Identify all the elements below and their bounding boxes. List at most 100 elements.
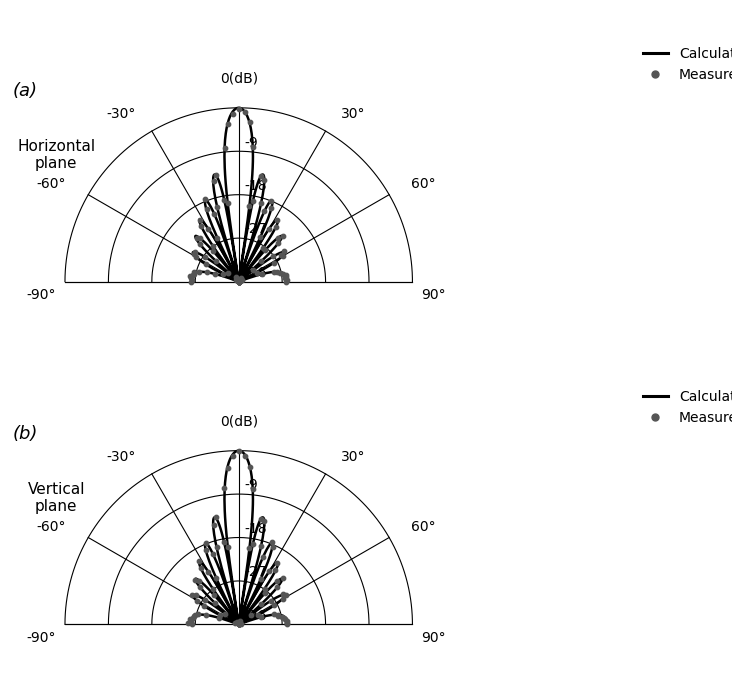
Point [233, 276, 244, 287]
Point [202, 566, 214, 577]
Point [188, 268, 200, 279]
Point [264, 566, 275, 577]
Point [194, 232, 206, 244]
Point [272, 609, 284, 620]
Text: -27: -27 [244, 222, 266, 237]
Point [193, 556, 205, 567]
Point [201, 259, 212, 270]
Point [233, 276, 244, 287]
Point [207, 241, 219, 252]
Point [266, 536, 278, 548]
Point [266, 203, 277, 214]
Point [227, 450, 239, 462]
Point [208, 519, 220, 530]
Point [187, 266, 199, 278]
Point [188, 248, 200, 259]
Point [185, 276, 197, 287]
Point [255, 171, 267, 182]
Point [258, 205, 270, 217]
Point [267, 541, 279, 552]
Point [193, 575, 205, 586]
Point [272, 576, 283, 587]
Point [275, 249, 287, 260]
Point [281, 617, 293, 628]
Point [193, 266, 204, 277]
Point [231, 271, 242, 282]
Point [194, 214, 206, 226]
Point [186, 274, 198, 285]
Point [277, 593, 289, 604]
Point [208, 176, 220, 187]
Point [277, 573, 289, 584]
Point [199, 252, 211, 263]
Point [253, 609, 264, 620]
Point [272, 214, 283, 225]
Point [233, 619, 244, 630]
Point [233, 276, 244, 287]
Point [210, 511, 222, 523]
Point [212, 232, 223, 243]
Point [209, 598, 221, 609]
Point [233, 276, 244, 287]
Point [272, 557, 283, 568]
Point [184, 271, 195, 282]
Point [218, 482, 230, 493]
Point [233, 619, 244, 630]
Text: 90°: 90° [421, 289, 446, 303]
Point [233, 619, 244, 630]
Text: -60°: -60° [37, 177, 67, 192]
Point [281, 274, 293, 285]
Text: -9: -9 [244, 478, 258, 492]
Point [274, 267, 286, 278]
Point [222, 198, 234, 209]
Point [269, 600, 280, 611]
Point [220, 609, 231, 620]
Point [201, 204, 212, 215]
Point [208, 208, 220, 219]
Point [244, 542, 255, 553]
Point [244, 462, 255, 473]
Point [195, 221, 207, 232]
Point [280, 269, 292, 280]
Point [239, 450, 250, 461]
Point [190, 251, 202, 262]
Point [278, 246, 290, 257]
Point [207, 246, 219, 257]
Point [189, 246, 201, 257]
Point [280, 276, 292, 287]
Point [247, 483, 259, 494]
Point [255, 198, 267, 209]
Point [233, 276, 244, 287]
Point [280, 271, 292, 282]
Point [278, 612, 290, 623]
Text: (a): (a) [13, 82, 38, 100]
Point [233, 276, 244, 287]
Text: Vertical
plane: Vertical plane [28, 482, 85, 514]
Point [265, 595, 277, 607]
Point [277, 611, 288, 623]
Legend: Calculated, Measured: Calculated, Measured [643, 47, 732, 83]
Point [207, 584, 219, 595]
Point [193, 609, 204, 620]
Point [280, 273, 291, 284]
Point [281, 616, 293, 627]
Point [201, 266, 212, 278]
Point [255, 598, 267, 609]
Text: 90°: 90° [421, 632, 446, 645]
Point [227, 108, 239, 119]
Point [194, 238, 206, 249]
Point [277, 230, 289, 241]
Point [255, 611, 266, 623]
Point [230, 275, 242, 286]
Point [268, 257, 280, 269]
Point [207, 549, 219, 560]
Point [255, 574, 266, 585]
Point [184, 613, 195, 625]
Point [186, 619, 198, 630]
Point [247, 195, 259, 206]
Point [187, 269, 198, 280]
Point [233, 619, 244, 630]
Point [218, 194, 230, 205]
Point [258, 516, 270, 527]
Point [233, 619, 244, 630]
